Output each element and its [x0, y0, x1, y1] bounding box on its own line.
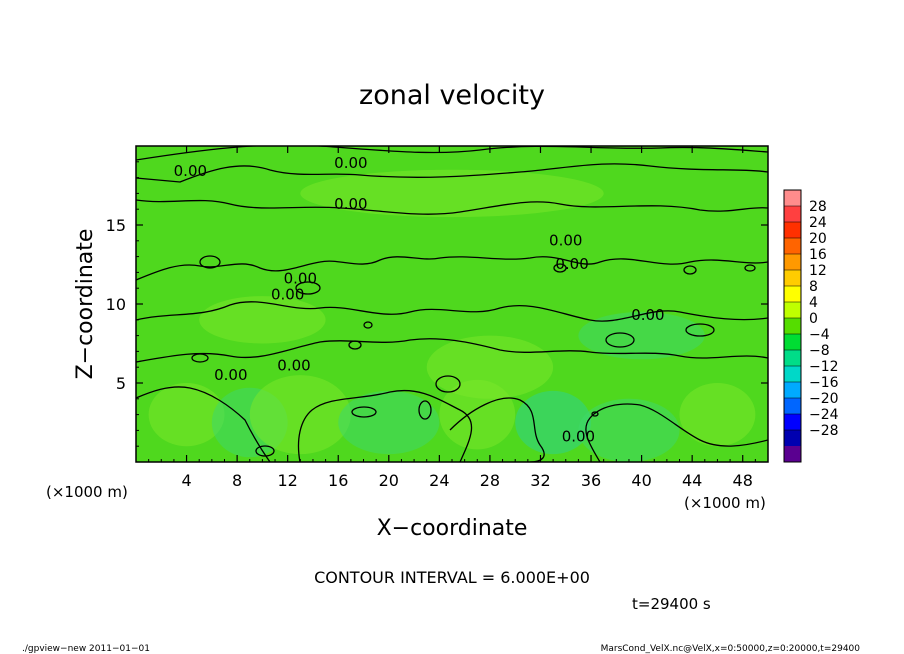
x-tick-label: 44	[682, 471, 702, 490]
x-tick-label: 16	[328, 471, 348, 490]
colorbar-label: −8	[809, 343, 830, 359]
time-label: t=29400 s	[632, 595, 711, 613]
plot-area: 0.00 0.000.000.000.000.000.000.000.000.00…	[136, 146, 768, 462]
contour-label: 0.00	[631, 306, 664, 324]
colorbar-label: 20	[809, 231, 827, 247]
contour-label: 0.00	[284, 269, 317, 287]
x-unit-left: (×1000 m)	[46, 483, 128, 501]
colorbar-segment	[784, 318, 801, 335]
field-patch	[515, 390, 592, 455]
x-tick-label: 36	[581, 471, 601, 490]
colorbar-segment	[784, 206, 801, 223]
field-patch	[249, 375, 351, 455]
x-tick-label: 20	[379, 471, 399, 490]
x-unit-right: (×1000 m)	[684, 494, 766, 512]
colorbar-label: −4	[809, 327, 830, 343]
y-axis: 5 10 15	[106, 161, 768, 447]
x-tick-label: 40	[631, 471, 651, 490]
contour-label: 0.00	[271, 285, 304, 303]
colorbar-segment	[784, 254, 801, 271]
colorbar-label: 4	[809, 295, 818, 311]
colorbar-label: −28	[809, 423, 839, 439]
contour-label: 0.00	[174, 162, 207, 180]
colorbar-segment	[784, 446, 801, 463]
field-patch	[338, 390, 440, 455]
x-tick-label: 8	[232, 471, 242, 490]
field-patch	[578, 311, 705, 360]
contour-labels: 0.00 0.000.000.000.000.000.000.000.000.00…	[174, 154, 665, 445]
colorbar-segment	[784, 382, 801, 399]
colorbar-segment	[784, 190, 801, 207]
x-tick-label: 28	[480, 471, 500, 490]
colorbar-label: 24	[809, 215, 827, 231]
field-patch	[300, 169, 604, 218]
colorbar-segment	[784, 270, 801, 287]
x-tick-label: 4	[181, 471, 191, 490]
contour-label: 0.00	[214, 366, 247, 384]
colorbar-label: −20	[809, 391, 839, 407]
colorbar-label: 8	[809, 279, 818, 295]
colorbar-segment	[784, 414, 801, 431]
colorbar-label: −12	[809, 359, 839, 375]
field-patch	[199, 296, 326, 344]
colorbar-segment	[784, 350, 801, 367]
contour-label: 0.00	[334, 154, 367, 172]
y-axis-label: Z−coordinate	[73, 229, 98, 380]
colorbar-segment	[784, 238, 801, 255]
x-tick-label: 24	[429, 471, 449, 490]
chart-title: zonal velocity	[359, 80, 545, 111]
y-tick-label: 5	[116, 374, 126, 393]
x-axis: 4 8 12 16 20 24 28 32 36 40 44 48	[148, 146, 756, 490]
colorbar-segment	[784, 222, 801, 239]
colorbar-label: −24	[809, 407, 839, 423]
x-tick-label: 32	[530, 471, 550, 490]
x-tick-label: 12	[278, 471, 298, 490]
colorbar-label: 16	[809, 247, 827, 263]
colorbar-label: 28	[809, 199, 827, 215]
x-axis-label: X−coordinate	[377, 516, 528, 541]
contour-label: 0.00	[562, 427, 595, 445]
contour-interval: CONTOUR INTERVAL = 6.000E+00	[314, 568, 590, 587]
colorbar-label: −16	[809, 375, 839, 391]
colorbar-segment	[784, 286, 801, 303]
x-tick-label: 48	[733, 471, 753, 490]
footer-left: ./gpview−new 2011−01−01	[22, 644, 150, 654]
y-tick-label: 15	[106, 216, 126, 235]
field-patch	[426, 335, 554, 399]
footer-right: MarsCond_VelX.nc@VelX,x=0:50000,z=0:2000…	[601, 644, 861, 654]
colorbar-segment	[784, 302, 801, 319]
field-patch	[578, 398, 680, 462]
contour-label: 0.00	[555, 255, 588, 273]
contour-label: 0.00	[549, 232, 582, 250]
colorbar-segment	[784, 334, 801, 351]
y-tick-label: 10	[106, 295, 126, 314]
contour-label: 0.00	[334, 195, 367, 213]
colorbar-frame	[783, 189, 802, 463]
contour-label: 0.00	[277, 356, 310, 374]
colorbar-segment	[784, 398, 801, 415]
contour-lines	[136, 146, 768, 462]
colorbar-label: 0	[809, 311, 818, 327]
field-patch	[148, 383, 225, 447]
colorbar-segment	[784, 366, 801, 383]
field-patch	[679, 383, 756, 447]
colorbar-label: 12	[809, 263, 827, 279]
colorbar-segment	[784, 430, 801, 447]
